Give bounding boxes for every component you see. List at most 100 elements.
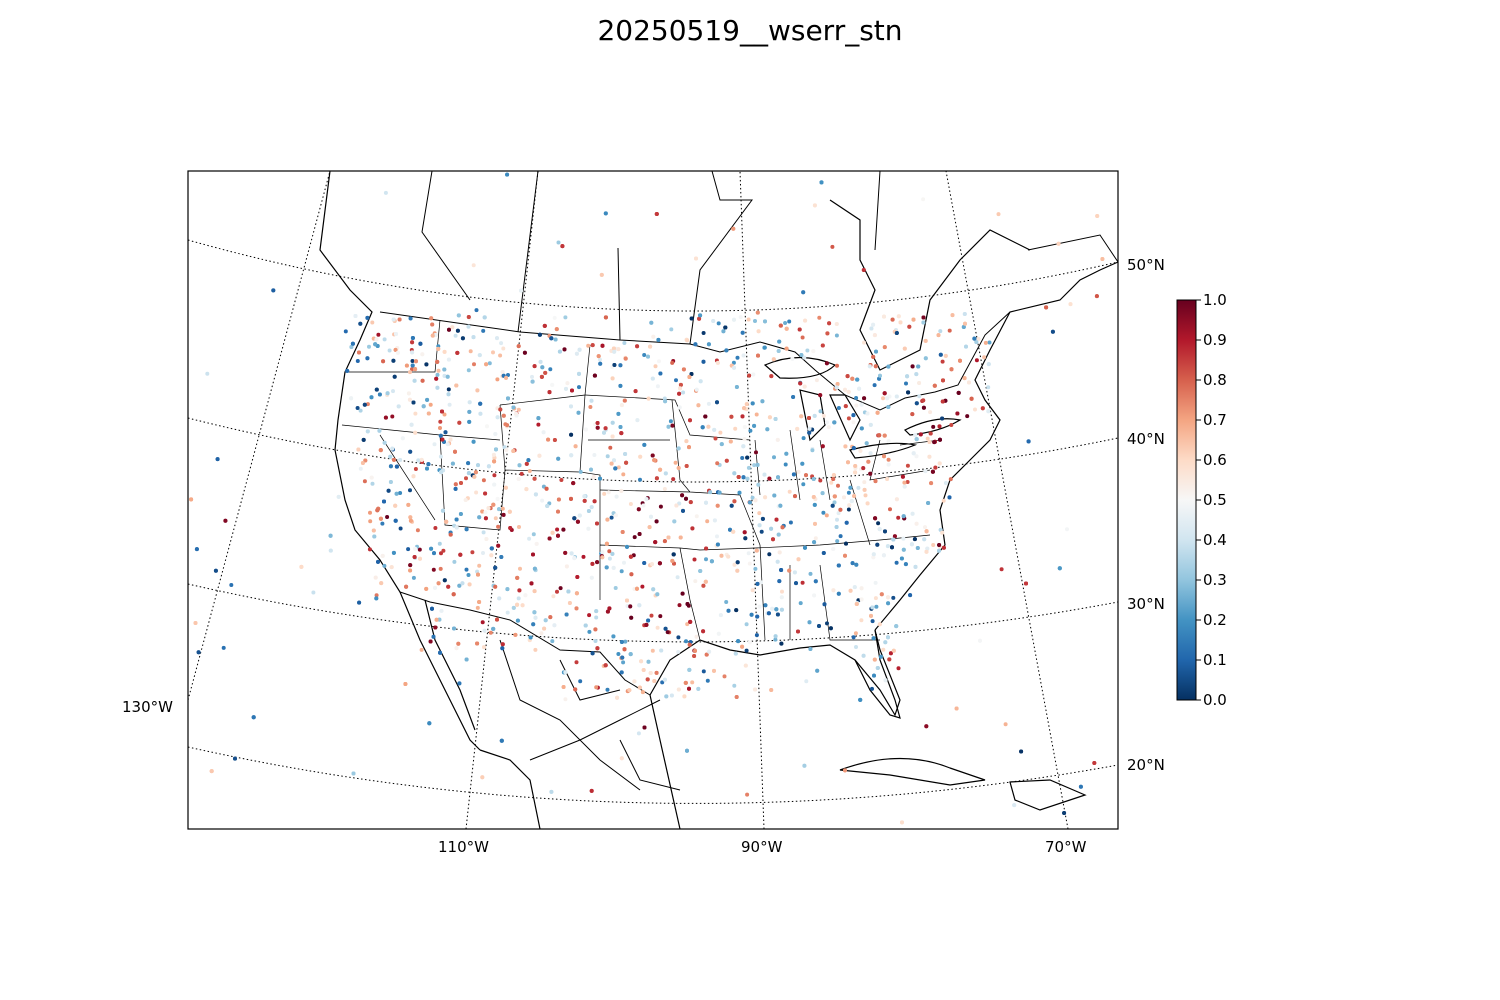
station-point <box>762 345 767 350</box>
station-point <box>608 445 613 450</box>
station-point <box>460 581 465 586</box>
station-point <box>637 685 642 690</box>
station-point <box>627 688 632 693</box>
station-point <box>589 575 594 580</box>
station-point <box>536 416 541 421</box>
station-point <box>606 490 611 495</box>
station-point <box>651 587 656 592</box>
station-point <box>891 648 896 653</box>
station-point <box>543 370 548 375</box>
station-point <box>390 446 395 451</box>
station-point <box>832 420 837 425</box>
station-point <box>427 721 432 726</box>
station-point <box>804 473 808 478</box>
station-point <box>669 327 674 332</box>
station-point <box>605 517 610 522</box>
station-point <box>393 347 398 352</box>
station-point <box>516 596 521 601</box>
station-point <box>796 557 801 562</box>
station-point <box>602 430 606 435</box>
station-point <box>655 592 660 597</box>
station-point <box>777 339 782 344</box>
station-point <box>740 644 745 649</box>
station-point <box>548 615 553 620</box>
station-point <box>436 581 441 586</box>
station-point <box>670 558 675 563</box>
station-point <box>358 408 363 413</box>
station-point <box>666 424 671 429</box>
station-point <box>532 566 537 571</box>
station-point <box>424 362 429 367</box>
station-point <box>891 595 896 600</box>
station-point <box>753 319 757 323</box>
station-point <box>499 341 504 346</box>
station-point <box>910 511 915 516</box>
station-point <box>592 453 597 457</box>
station-point <box>438 650 442 655</box>
station-point <box>473 470 478 475</box>
station-point <box>410 336 415 340</box>
station-point <box>888 507 892 512</box>
station-point <box>911 451 916 456</box>
station-point <box>872 383 877 388</box>
station-point <box>410 363 415 368</box>
station-point <box>343 329 348 334</box>
station-point <box>383 415 388 420</box>
station-point <box>676 650 681 654</box>
station-point <box>336 494 341 499</box>
station-point <box>507 509 512 514</box>
station-point <box>820 343 825 348</box>
station-point <box>539 631 544 636</box>
station-point <box>610 434 615 439</box>
station-point <box>705 519 710 524</box>
station-point <box>575 519 580 524</box>
station-point <box>734 608 739 613</box>
meridian-labels: 130°W 110°W 90°W 70°W <box>122 698 1087 856</box>
station-point <box>1024 581 1028 586</box>
station-point <box>846 507 851 512</box>
station-point <box>505 587 510 592</box>
station-point <box>1026 439 1031 444</box>
station-point <box>374 337 379 342</box>
station-point <box>716 631 721 636</box>
station-point <box>451 592 456 597</box>
station-point <box>563 697 568 702</box>
station-point <box>408 515 413 520</box>
station-point <box>434 376 439 381</box>
station-point <box>882 433 887 438</box>
station-point <box>413 467 418 471</box>
station-point <box>418 556 422 561</box>
station-point <box>435 359 440 364</box>
station-point <box>923 356 928 361</box>
station-point <box>835 517 839 522</box>
station-point <box>986 362 991 367</box>
station-point <box>586 526 591 531</box>
station-point <box>368 510 372 515</box>
station-point <box>408 518 413 523</box>
station-point <box>690 680 695 685</box>
station-point <box>551 594 556 599</box>
station-point <box>854 645 858 649</box>
station-point <box>561 527 566 532</box>
station-point <box>611 346 616 351</box>
station-point <box>450 325 455 330</box>
station-point <box>508 526 513 530</box>
station-point <box>694 256 698 261</box>
station-point <box>528 635 533 640</box>
station-point <box>871 636 876 641</box>
station-point <box>771 537 775 542</box>
station-point <box>573 687 578 692</box>
station-point <box>572 556 577 561</box>
station-point <box>380 521 385 526</box>
station-point <box>365 402 370 407</box>
station-point <box>544 486 549 491</box>
station-point <box>937 424 942 429</box>
station-point <box>704 557 708 562</box>
station-point <box>940 530 945 535</box>
station-point <box>872 673 876 678</box>
station-point <box>592 373 597 378</box>
station-point <box>932 440 937 445</box>
station-point <box>696 403 701 408</box>
station-point <box>851 635 856 640</box>
station-point <box>905 463 910 468</box>
